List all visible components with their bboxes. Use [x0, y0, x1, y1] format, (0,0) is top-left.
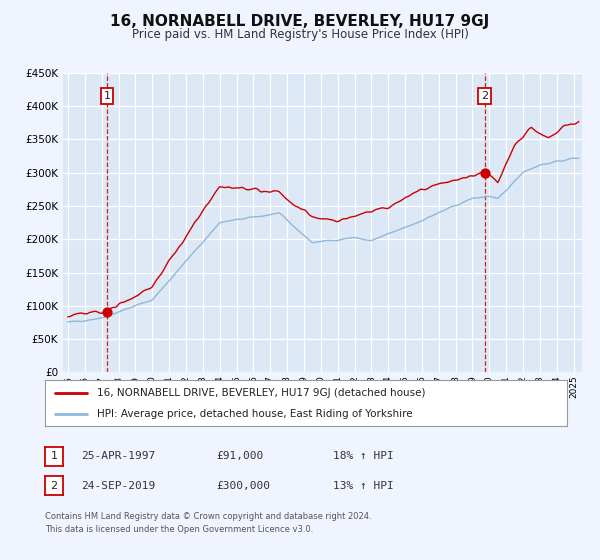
Text: HPI: Average price, detached house, East Riding of Yorkshire: HPI: Average price, detached house, East…: [97, 409, 413, 419]
Text: Contains HM Land Registry data © Crown copyright and database right 2024.: Contains HM Land Registry data © Crown c…: [45, 512, 371, 521]
Text: 2: 2: [50, 480, 58, 491]
Point: [103, 307, 112, 316]
Text: 1: 1: [50, 451, 58, 461]
Text: 2: 2: [481, 91, 488, 101]
Text: 25-APR-1997: 25-APR-1997: [81, 451, 155, 461]
Text: 16, NORNABELL DRIVE, BEVERLEY, HU17 9GJ: 16, NORNABELL DRIVE, BEVERLEY, HU17 9GJ: [110, 14, 490, 29]
Text: 13% ↑ HPI: 13% ↑ HPI: [333, 480, 394, 491]
Text: 18% ↑ HPI: 18% ↑ HPI: [333, 451, 394, 461]
Text: £300,000: £300,000: [216, 480, 270, 491]
Text: 1: 1: [104, 91, 110, 101]
Text: This data is licensed under the Open Government Licence v3.0.: This data is licensed under the Open Gov…: [45, 525, 313, 534]
Text: £91,000: £91,000: [216, 451, 263, 461]
Text: 16, NORNABELL DRIVE, BEVERLEY, HU17 9GJ (detached house): 16, NORNABELL DRIVE, BEVERLEY, HU17 9GJ …: [97, 388, 426, 398]
Text: 24-SEP-2019: 24-SEP-2019: [81, 480, 155, 491]
Text: Price paid vs. HM Land Registry's House Price Index (HPI): Price paid vs. HM Land Registry's House …: [131, 28, 469, 41]
Point: [480, 168, 490, 177]
